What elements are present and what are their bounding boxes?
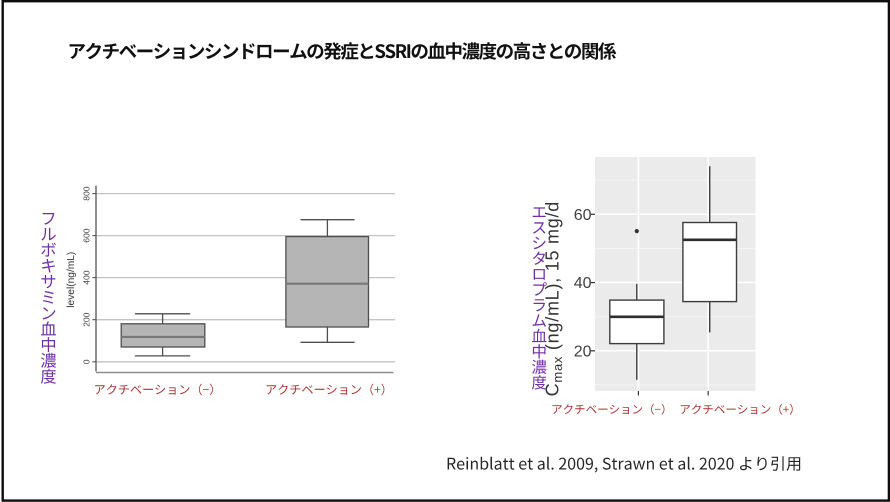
svg-text:0: 0	[82, 359, 92, 364]
svg-text:level(ng/mL): level(ng/mL)	[66, 252, 77, 308]
svg-text:400: 400	[82, 270, 92, 285]
svg-text:200: 200	[82, 312, 92, 327]
svg-text:Cmax (ng/mL), 15 mg/d: Cmax (ng/mL), 15 mg/d	[543, 201, 566, 396]
svg-text:60: 60	[574, 207, 592, 224]
svg-text:40: 40	[574, 275, 592, 292]
svg-text:600: 600	[82, 228, 92, 243]
svg-text:20: 20	[574, 343, 592, 360]
svg-text:800: 800	[82, 186, 92, 201]
